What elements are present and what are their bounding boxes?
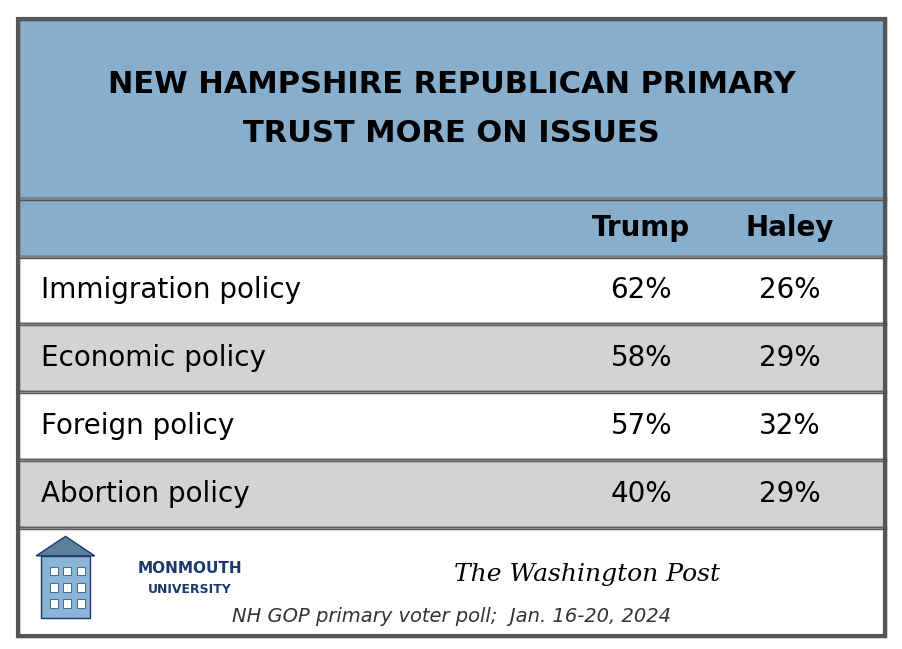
Bar [18,528,884,636]
Bar [18,392,884,460]
Text: Immigration policy: Immigration policy [41,276,300,304]
Text: UNIVERSITY: UNIVERSITY [148,583,231,596]
Text: Economic policy: Economic policy [41,344,265,373]
Bar [77,567,85,575]
Bar [63,583,71,591]
Bar [18,460,884,528]
Text: Trump: Trump [592,214,689,242]
Text: MONMOUTH: MONMOUTH [137,561,242,576]
Bar [41,556,90,617]
Text: The Washington Post: The Washington Post [454,563,719,585]
Text: NH GOP primary voter poll;  Jan. 16-20, 2024: NH GOP primary voter poll; Jan. 16-20, 2… [232,607,670,626]
Bar [18,324,884,392]
Polygon shape [36,536,95,556]
Text: NEW HAMPSHIRE REPUBLICAN PRIMARY: NEW HAMPSHIRE REPUBLICAN PRIMARY [107,70,795,99]
Bar [18,19,884,199]
Text: Foreign policy: Foreign policy [41,412,234,440]
Bar [50,599,58,607]
Text: 62%: 62% [610,276,671,304]
Bar [77,599,85,607]
Bar [77,583,85,591]
Text: 40%: 40% [610,480,671,508]
Bar [50,567,58,575]
Text: TRUST MORE ON ISSUES: TRUST MORE ON ISSUES [243,119,659,149]
Bar [50,583,58,591]
Text: Haley: Haley [745,214,833,242]
Text: 58%: 58% [610,344,671,373]
Text: 26%: 26% [759,276,820,304]
Bar [63,599,71,607]
Text: 29%: 29% [759,480,820,508]
Bar [18,256,884,324]
Text: 29%: 29% [759,344,820,373]
Bar [63,567,71,575]
Bar [18,199,884,256]
Text: 32%: 32% [759,412,820,440]
Text: Abortion policy: Abortion policy [41,480,249,508]
Text: 57%: 57% [610,412,671,440]
